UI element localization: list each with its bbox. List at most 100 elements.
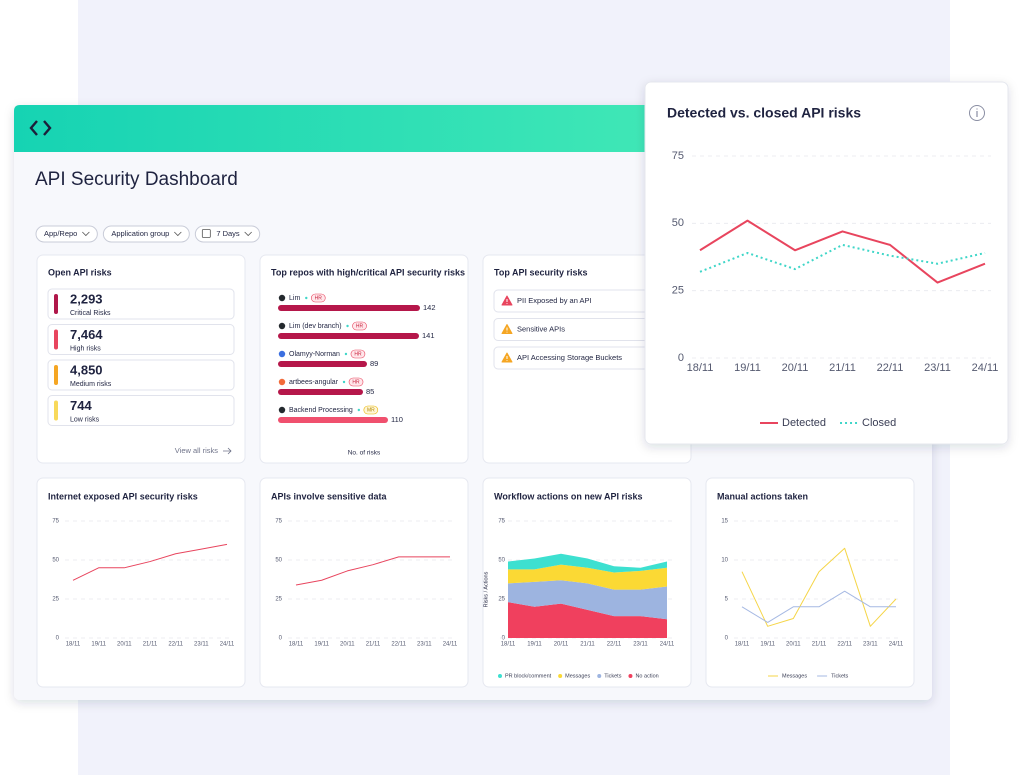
badge <box>348 377 364 387</box>
bar-value: 141 <box>422 331 435 340</box>
risk-card <box>47 395 235 426</box>
badge-label: HR <box>352 380 360 386</box>
x-tick-label: 23/11 <box>194 642 209 648</box>
repo-icon <box>278 322 286 330</box>
x-tick-label: 23/11 <box>924 362 951 374</box>
panel <box>259 254 469 464</box>
repo-icon <box>278 406 286 414</box>
y-tick-label: 50 <box>672 217 684 229</box>
x-tick-label: 18/11 <box>735 642 750 648</box>
overlay-card: Detected vs. closed API risks 0 25 50 75 18/… <box>644 81 1009 445</box>
area-series <box>508 580 667 620</box>
y-tick-label: 0 <box>678 352 684 364</box>
filter-label: 7 Days <box>216 229 240 238</box>
x-tick-label: 19/11 <box>734 362 761 374</box>
y-tick-label: 25 <box>498 597 505 603</box>
repo-icon <box>278 350 286 358</box>
separator-dot <box>357 408 361 412</box>
badge-label: MR <box>367 408 375 414</box>
bar <box>278 333 419 339</box>
risk-label: Low risks <box>70 416 100 423</box>
legend-label: Closed <box>862 417 896 429</box>
severity-bar <box>54 329 58 350</box>
panel-title: Workflow actions on new API risks <box>494 491 643 501</box>
separator-dot <box>342 380 346 384</box>
y-tick-label: 75 <box>52 519 59 525</box>
x-tick-label: 22/11 <box>391 642 406 648</box>
chevron <box>174 231 182 237</box>
panel <box>36 254 246 464</box>
x-tick-label: 18/11 <box>289 642 304 648</box>
line-series <box>741 547 897 627</box>
panel <box>259 477 469 688</box>
panel-title: APIs involve sensitive data <box>271 491 388 501</box>
x-tick-label: 21/11 <box>580 642 595 648</box>
y-axis-label: Risks / Actions <box>483 571 489 607</box>
line-series <box>699 243 986 273</box>
repo-name: artbees-angular <box>289 379 339 386</box>
y-tick-label: 50 <box>498 558 505 564</box>
card <box>644 81 1009 445</box>
x-tick-label: 22/11 <box>168 642 183 648</box>
page-title: API Security Dashboard <box>35 169 238 190</box>
bar <box>278 305 420 311</box>
filter-dropdown[interactable] <box>35 225 98 243</box>
badge <box>350 349 366 359</box>
dashboard: API Security Dashboard Open API risks To… <box>14 105 932 700</box>
x-tick-label: 21/11 <box>366 642 381 648</box>
legend-swatch <box>498 674 502 678</box>
x-tick-label: 20/11 <box>340 642 355 648</box>
panel-title: Manual actions taken <box>717 491 808 501</box>
x-tick-label: 23/11 <box>863 642 878 648</box>
risk-label: Critical Risks <box>70 310 111 317</box>
risk-count: 4,850 <box>70 362 103 377</box>
area-series <box>508 602 667 638</box>
view-all-link[interactable]: View all risks <box>175 446 218 455</box>
badge <box>363 405 379 415</box>
y-tick-label: 15 <box>721 519 728 525</box>
risk-count: 744 <box>70 398 92 413</box>
risk-count: 7,464 <box>70 327 103 342</box>
legend-label: No action <box>635 673 658 679</box>
risk-card <box>47 324 235 355</box>
y-tick-label: 75 <box>498 519 505 525</box>
legend-swatch <box>628 674 633 678</box>
legend-label: Tickets <box>831 673 848 679</box>
y-tick-label: 0 <box>725 636 729 642</box>
x-tick-label: 21/11 <box>812 642 827 648</box>
risk-count: 2,293 <box>70 291 103 306</box>
separator-dot <box>344 352 348 356</box>
info-icon[interactable] <box>969 105 985 121</box>
x-tick-label: 24/11 <box>972 362 999 374</box>
bar-value: 89 <box>370 359 378 368</box>
badge-label: HR <box>354 352 362 358</box>
chevron <box>244 231 252 237</box>
legend-label: Detected <box>782 417 826 429</box>
calendar-icon <box>201 229 211 238</box>
y-tick-label: 50 <box>52 558 59 564</box>
x-tick-label: 23/11 <box>633 642 648 648</box>
y-tick-label: 25 <box>52 597 59 603</box>
x-tick-label: 18/11 <box>66 642 81 648</box>
y-tick-label: 75 <box>275 519 282 525</box>
repo-name: Lim (dev branch) <box>289 323 342 330</box>
y-tick-label: 50 <box>275 558 282 564</box>
x-axis-label: No. of risks <box>348 450 381 457</box>
filter-dropdown[interactable] <box>194 225 261 243</box>
filter-dropdown[interactable] <box>102 225 190 243</box>
panel-title: Internet exposed API security risks <box>48 491 198 501</box>
x-tick-label: 19/11 <box>314 642 329 648</box>
separator-dot <box>305 296 308 300</box>
x-tick-label: 20/11 <box>782 362 809 374</box>
risk-card <box>47 288 235 320</box>
y-tick-label: 25 <box>672 285 684 297</box>
legend-swatch <box>558 674 563 678</box>
y-tick-label: 5 <box>725 597 729 603</box>
x-tick-label: 23/11 <box>417 642 432 648</box>
badge <box>310 293 326 303</box>
risk-label: High risks <box>70 345 101 352</box>
bar <box>278 389 363 395</box>
repo-icon <box>278 294 286 302</box>
panel-title: Top repos with high/critical API securit… <box>271 267 465 277</box>
